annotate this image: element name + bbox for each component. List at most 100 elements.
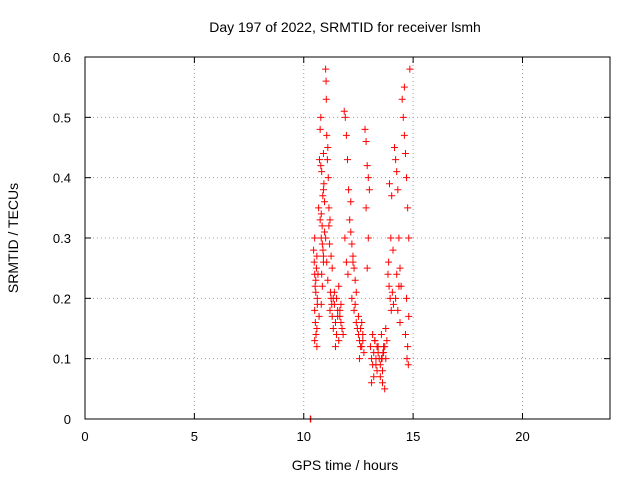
- data-point: [389, 300, 397, 308]
- data-point: [323, 131, 331, 139]
- data-point: [311, 306, 319, 314]
- data-point: [366, 343, 374, 351]
- data-point: [387, 234, 395, 242]
- y-tick-label: 0.5: [53, 110, 71, 125]
- data-point: [313, 343, 321, 351]
- data-point: [351, 276, 359, 284]
- axis-ticks: [84, 56, 610, 420]
- data-point: [396, 318, 404, 326]
- data-point: [352, 288, 360, 296]
- y-tick-labels: 0 0.1 0.2 0.3 0.4 0.5 0.6: [53, 50, 71, 427]
- data-point: [364, 174, 372, 182]
- data-point: [330, 288, 338, 296]
- data-point: [404, 343, 412, 351]
- data-point: [358, 343, 366, 351]
- data-point: [350, 264, 358, 272]
- data-point: [342, 258, 350, 266]
- data-point: [357, 325, 365, 332]
- data-point: [313, 252, 321, 260]
- data-point: [349, 252, 357, 260]
- data-point: [387, 306, 395, 314]
- data-point: [313, 294, 321, 302]
- data-point: [360, 349, 368, 357]
- data-point: [330, 300, 338, 308]
- data-point: [336, 306, 344, 314]
- data-point: [322, 77, 330, 85]
- data-point: [393, 168, 401, 176]
- data-point: [319, 192, 327, 200]
- data-point: [350, 306, 358, 314]
- data-point: [313, 325, 321, 332]
- data-point: [323, 258, 331, 266]
- x-axis-label: GPS time / hours: [292, 457, 399, 473]
- data-point: [376, 361, 384, 369]
- data-point: [335, 337, 343, 345]
- data-point: [373, 343, 381, 351]
- data-point: [316, 156, 323, 164]
- data-point: [319, 246, 327, 254]
- data-point: [379, 379, 386, 387]
- y-tick-label: 0.2: [53, 291, 71, 306]
- data-point: [371, 337, 379, 345]
- data-point: [398, 95, 406, 103]
- y-tick-label: 0.1: [53, 352, 71, 367]
- data-point: [325, 222, 333, 230]
- data-point: [396, 264, 404, 272]
- data-point: [324, 144, 332, 151]
- data-point: [347, 228, 355, 236]
- data-point: [311, 318, 319, 326]
- data-point: [388, 192, 396, 200]
- data-point: [329, 325, 337, 332]
- data-point: [363, 264, 371, 272]
- data-point: [337, 318, 345, 326]
- data-point: [347, 198, 355, 206]
- data-point: [400, 131, 408, 139]
- data-point: [358, 318, 366, 326]
- data-point: [400, 83, 408, 91]
- data-point: [342, 131, 350, 139]
- data-point: [311, 234, 319, 242]
- data-point: [310, 258, 318, 266]
- data-point: [322, 234, 330, 242]
- data-point: [385, 258, 393, 266]
- data-point: [395, 234, 403, 242]
- data-point: [349, 258, 357, 266]
- data-points: [306, 65, 414, 423]
- data-point: [334, 312, 342, 320]
- data-point: [364, 234, 372, 242]
- data-point: [311, 282, 319, 290]
- data-point: [382, 325, 390, 332]
- y-axis-label: SRMTID / TECUs: [5, 183, 21, 293]
- data-point: [370, 373, 378, 381]
- data-point: [333, 294, 341, 302]
- data-point: [363, 162, 371, 170]
- data-point: [338, 325, 346, 332]
- data-point: [406, 65, 414, 73]
- data-point: [319, 150, 327, 158]
- y-tick-label: 0.4: [53, 171, 71, 186]
- data-point: [321, 198, 329, 206]
- data-point: [337, 300, 345, 308]
- data-point: [361, 125, 369, 133]
- data-point: [317, 113, 325, 121]
- data-point: [312, 288, 320, 296]
- data-point: [318, 270, 326, 278]
- data-point: [351, 300, 359, 308]
- x-tick-label: 20: [515, 429, 529, 444]
- data-point: [320, 180, 328, 188]
- data-point: [322, 65, 330, 73]
- data-point: [348, 240, 356, 248]
- data-point: [368, 379, 376, 387]
- data-point: [381, 385, 389, 393]
- data-point: [319, 252, 327, 260]
- data-point: [362, 137, 370, 145]
- data-point: [318, 240, 326, 248]
- x-tick-label: 10: [297, 429, 311, 444]
- data-point: [385, 282, 393, 290]
- data-point: [316, 125, 324, 133]
- data-point: [318, 168, 326, 176]
- data-point: [386, 180, 393, 188]
- data-point: [362, 204, 370, 212]
- data-point: [319, 186, 327, 194]
- data-point: [392, 294, 400, 302]
